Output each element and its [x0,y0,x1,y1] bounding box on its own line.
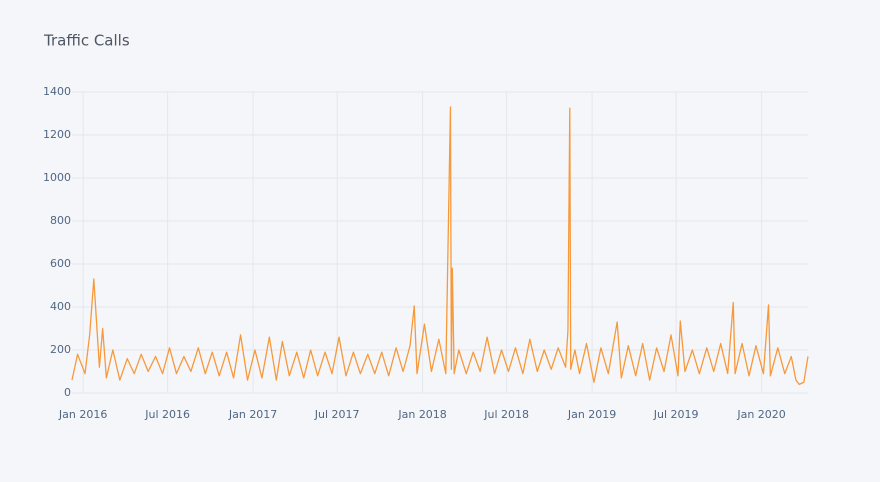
y-tick-label: 1400 [43,85,71,98]
x-tick-label: Jul 2019 [653,408,699,421]
x-tick-label: Jan 2019 [567,408,616,421]
x-tick-label: Jul 2018 [483,408,529,421]
x-tick-label: Jan 2016 [58,408,107,421]
x-tick-label: Jul 2016 [144,408,190,421]
y-tick-label: 400 [50,300,71,313]
x-tick-label: Jul 2017 [314,408,360,421]
y-tick-label: 1200 [43,128,71,141]
y-tick-label: 200 [50,343,71,356]
line-series [71,106,809,386]
y-tick-label: 1000 [43,171,71,184]
x-tick-label: Jan 2020 [736,408,785,421]
x-tick-label: Jan 2017 [228,408,277,421]
x-tick-label: Jan 2018 [397,408,446,421]
chart-title: Traffic Calls [43,32,130,50]
y-tick-label: 600 [50,257,71,270]
y-tick-label: 0 [64,386,71,399]
y-tick-label: 800 [50,214,71,227]
